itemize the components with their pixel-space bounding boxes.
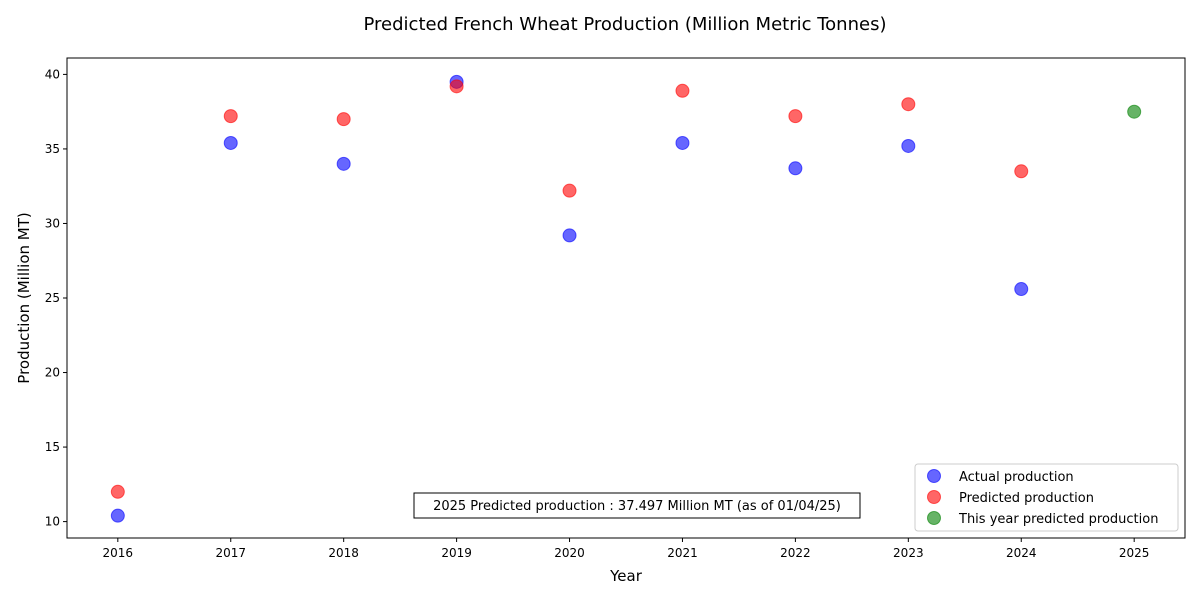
y-tick-label: 40 — [45, 67, 60, 81]
x-tick-label: 2016 — [103, 546, 134, 560]
legend-frame — [914, 463, 1179, 532]
x-axis-label: Year — [609, 567, 643, 585]
legend-marker — [927, 511, 941, 525]
data-point-series-0 — [562, 228, 577, 243]
y-tick-label: 20 — [45, 366, 60, 380]
y-axis-label: Production (Million MT) — [15, 212, 33, 383]
data-point-series-1 — [110, 484, 125, 499]
data-point-series-1 — [449, 79, 464, 94]
x-tick-label: 2020 — [554, 546, 585, 560]
data-point-series-1 — [223, 109, 238, 124]
x-tick-label: 2023 — [893, 546, 924, 560]
legend-marker — [927, 469, 941, 483]
x-tick-label: 2022 — [780, 546, 811, 560]
legend-marker — [927, 490, 941, 504]
data-point-series-0 — [1014, 282, 1029, 297]
y-tick-label: 25 — [45, 291, 60, 305]
data-point-series-1 — [562, 183, 577, 198]
x-tick-label: 2024 — [1006, 546, 1037, 560]
x-tick-label: 2025 — [1119, 546, 1150, 560]
chart-title: Predicted French Wheat Production (Milli… — [364, 14, 887, 35]
y-tick-label: 15 — [45, 440, 60, 454]
data-point-series-0 — [788, 161, 803, 176]
annotation-text: 2025 Predicted production : 37.497 Milli… — [433, 499, 841, 514]
x-tick-label: 2018 — [328, 546, 359, 560]
y-tick-label: 35 — [45, 142, 60, 156]
data-point-series-2 — [1127, 104, 1142, 119]
x-tick-label: 2017 — [215, 546, 246, 560]
annotation-frame — [413, 492, 861, 519]
y-axis: 10 15 20 25 30 35 40 — [45, 67, 67, 529]
data-point-series-0 — [110, 508, 125, 523]
data-point-series-1 — [675, 83, 690, 98]
legend-label: Predicted production — [959, 491, 1094, 506]
data-point-series-0 — [336, 156, 351, 171]
y-tick-label: 10 — [45, 515, 60, 529]
annotation-box: 2025 Predicted production : 37.497 Milli… — [413, 492, 861, 519]
y-tick-label: 30 — [45, 216, 60, 230]
data-point-series-1 — [336, 112, 351, 127]
data-point-series-0 — [675, 135, 690, 150]
legend-label: This year predicted production — [958, 512, 1158, 527]
x-axis: 2016 2017 2018 2019 2020 2021 2022 2023 2024 2025 — [103, 538, 1150, 560]
legend: Actual production Predicted production Thi… — [914, 463, 1179, 532]
data-point-series-0 — [901, 138, 916, 153]
data-point-series-0 — [223, 135, 238, 150]
data-point-series-1 — [1014, 164, 1029, 179]
data-points — [110, 74, 1142, 523]
x-tick-label: 2019 — [441, 546, 472, 560]
legend-label: Actual production — [959, 470, 1074, 485]
data-point-series-1 — [788, 109, 803, 124]
x-tick-label: 2021 — [667, 546, 698, 560]
data-point-series-1 — [901, 97, 916, 112]
